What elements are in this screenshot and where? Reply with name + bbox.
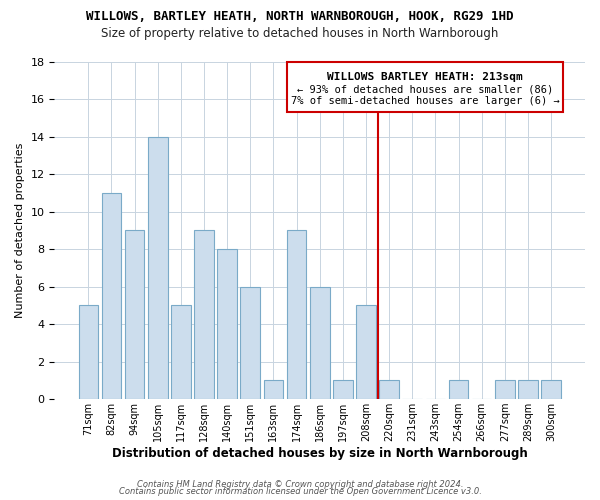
Text: WILLOWS BARTLEY HEATH: 213sqm: WILLOWS BARTLEY HEATH: 213sqm [327, 72, 523, 82]
Bar [101, 193, 121, 399]
Bar [356, 306, 376, 399]
Bar [148, 136, 167, 399]
Text: 7% of semi-detached houses are larger (6) →: 7% of semi-detached houses are larger (6… [290, 96, 559, 106]
Text: WILLOWS, BARTLEY HEATH, NORTH WARNBOROUGH, HOOK, RG29 1HD: WILLOWS, BARTLEY HEATH, NORTH WARNBOROUG… [86, 10, 514, 23]
Text: Size of property relative to detached houses in North Warnborough: Size of property relative to detached ho… [101, 28, 499, 40]
Bar [518, 380, 538, 399]
Bar [310, 286, 329, 399]
Bar [263, 380, 283, 399]
Text: ← 93% of detached houses are smaller (86): ← 93% of detached houses are smaller (86… [297, 84, 553, 94]
Bar [125, 230, 145, 399]
Bar [194, 230, 214, 399]
Bar [241, 286, 260, 399]
FancyBboxPatch shape [287, 62, 563, 112]
Bar [171, 306, 191, 399]
X-axis label: Distribution of detached houses by size in North Warnborough: Distribution of detached houses by size … [112, 447, 527, 460]
Bar [217, 249, 237, 399]
Bar [449, 380, 469, 399]
Bar [333, 380, 353, 399]
Text: Contains HM Land Registry data © Crown copyright and database right 2024.: Contains HM Land Registry data © Crown c… [137, 480, 463, 489]
Bar [541, 380, 561, 399]
Bar [287, 230, 307, 399]
Bar [495, 380, 515, 399]
Bar [379, 380, 399, 399]
Y-axis label: Number of detached properties: Number of detached properties [15, 142, 25, 318]
Text: Contains public sector information licensed under the Open Government Licence v3: Contains public sector information licen… [119, 488, 481, 496]
Bar [79, 306, 98, 399]
